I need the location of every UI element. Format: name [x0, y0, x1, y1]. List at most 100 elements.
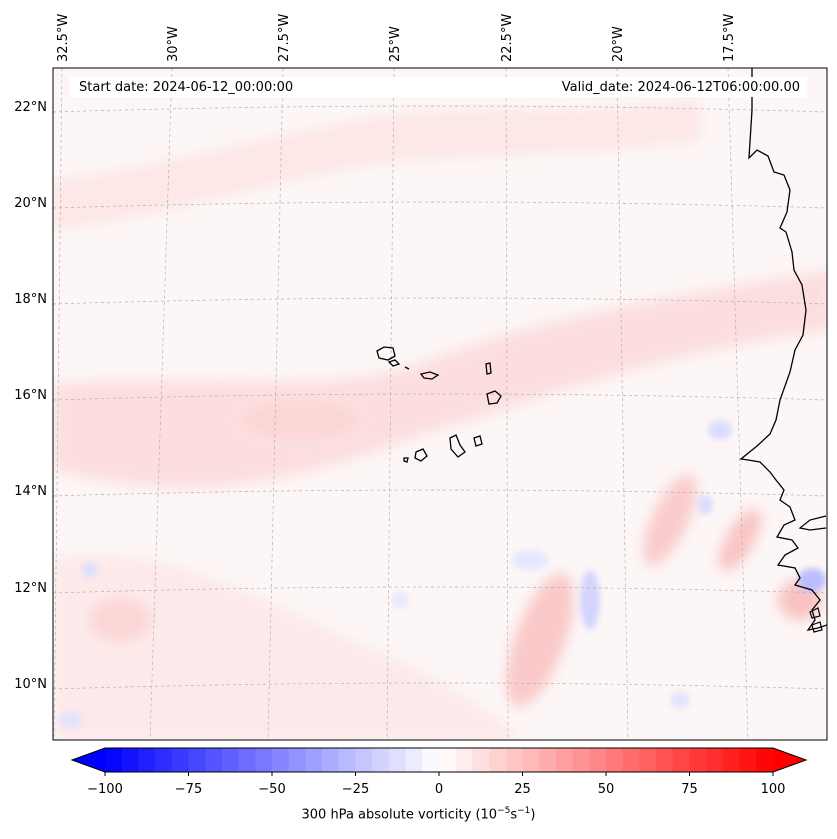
- parallel-line: [53, 201, 827, 209]
- meridian-line: [616, 68, 629, 740]
- colorbar-segment: [355, 748, 373, 772]
- vorticity-max-5: [240, 402, 360, 438]
- vorticity-min-7: [58, 712, 82, 728]
- vorticity-min-4: [798, 568, 826, 592]
- colorbar-tick-label: 0: [435, 782, 443, 797]
- lat-label-10n: 10°N: [14, 677, 47, 692]
- vorticity-max-2: [643, 474, 697, 566]
- vorticity-band-main: [53, 270, 827, 488]
- colorbar-segment: [656, 748, 674, 772]
- colorbar-segment: [322, 748, 340, 772]
- vorticity-min-9: [392, 592, 408, 608]
- vorticity-max-3: [718, 508, 762, 572]
- africa-coastline: [739, 68, 827, 631]
- lat-label-22n: 22°N: [14, 100, 47, 115]
- colorbar-segment: [639, 748, 657, 772]
- vorticity-min-3: [697, 495, 713, 515]
- map-frame: [52, 67, 828, 741]
- colorbar-segment: [388, 748, 407, 772]
- cape-verde-islands: [376, 346, 502, 463]
- caption-exponent-1: −5: [497, 806, 511, 816]
- meridian-line: [727, 68, 749, 740]
- meridian-line: [505, 68, 509, 740]
- colorbar-segment: [255, 748, 273, 772]
- lon-label-17-5w: 17.5°W: [722, 14, 737, 62]
- vorticity-min-6: [82, 562, 98, 578]
- lat-label-18n: 18°N: [14, 292, 47, 307]
- colorbar-segment: [305, 748, 323, 772]
- colorbar-segment: [138, 748, 156, 772]
- longitude-labels: 32.5°W 30°W 27.5°W 25°W 22.5°W 20°W 17.5…: [56, 14, 737, 62]
- colorbar-segment: [606, 748, 624, 772]
- start-date-label: Start date: 2024-06-12_00:00:00: [79, 80, 293, 95]
- island-sao-nicolau: [419, 371, 440, 380]
- map-area: Start date: 2024-06-12_00:00:00 Valid_da…: [53, 68, 827, 740]
- meridian-line: [149, 68, 173, 740]
- island-fogo: [414, 448, 428, 462]
- colorbar-segment: [739, 748, 757, 772]
- graticule: [53, 68, 827, 740]
- colorbar-segment: [539, 748, 557, 772]
- meridian-line: [386, 68, 395, 740]
- island-maio: [473, 435, 483, 447]
- caption-exponent-2: −1: [517, 806, 531, 816]
- colorbar-segment: [272, 748, 290, 772]
- parallel-line: [53, 489, 827, 497]
- island-santo-antao: [376, 346, 396, 361]
- colorbar-caption: 300 hPa absolute vorticity (10−5s−1): [0, 806, 837, 822]
- lat-label-12n: 12°N: [14, 581, 47, 596]
- colorbar-segment: [372, 748, 390, 772]
- lat-label-20n: 20°N: [14, 196, 47, 211]
- colorbar-segment: [121, 748, 139, 772]
- colorbar-segment: [622, 748, 640, 772]
- lon-label-22-5w: 22.5°W: [500, 14, 515, 62]
- vorticity-negative: [58, 420, 826, 728]
- colorbar-segment: [221, 748, 240, 772]
- vorticity-min-8: [670, 692, 690, 708]
- colorbar-segment: [555, 748, 574, 772]
- colorbar-segment: [205, 748, 223, 772]
- colorbar-tick-label: 50: [598, 782, 615, 797]
- lon-label-20w: 20°W: [611, 26, 626, 62]
- colorbar-segment: [105, 748, 123, 772]
- lat-label-16n: 16°N: [14, 388, 47, 403]
- colorbar-tick-label: −25: [342, 782, 369, 797]
- vorticity-field: [53, 100, 827, 740]
- island-santa-luzia: [404, 366, 410, 370]
- colorbar-segment: [689, 748, 707, 772]
- colorbar-segment: [238, 748, 256, 772]
- island-sal: [485, 362, 492, 375]
- parallel-line: [53, 682, 827, 690]
- colorbar-segment: [756, 748, 774, 772]
- lon-label-27-5w: 27.5°W: [277, 14, 292, 62]
- vorticity-min-5: [512, 550, 548, 570]
- vorticity-min-2: [708, 420, 732, 440]
- colorbar-segment: [455, 748, 473, 772]
- vorticity-max-6: [90, 598, 150, 642]
- colorbar-segment: [188, 748, 206, 772]
- caption-unit-s: s: [510, 807, 518, 823]
- colorbar-segment: [472, 748, 490, 772]
- parallel-line: [53, 586, 827, 594]
- header-band: [70, 77, 807, 97]
- colorbar-segment: [489, 748, 507, 772]
- colorbar-tick-label: −50: [258, 782, 285, 797]
- valid-date-label: Valid_date: 2024-06-12T06:00:00.00: [562, 80, 800, 95]
- colorbar-segment: [338, 748, 357, 772]
- colorbar-tick-label: 100: [761, 782, 786, 797]
- colorbar-ticks: −100 −75 −50 −25 0 25 50 75 100: [87, 772, 785, 797]
- colorbar-segment: [706, 748, 724, 772]
- colorbar-segment: [572, 748, 590, 772]
- colorbar: −100 −75 −50 −25 0 25 50 75 100: [70, 747, 808, 797]
- island-santiago: [449, 434, 466, 458]
- colorbar-segment: [672, 748, 691, 772]
- colorbar-segment: [439, 748, 457, 772]
- latitude-labels: 22°N 20°N 18°N 16°N 14°N 12°N 10°N: [14, 100, 47, 692]
- colorbar-high-extension: [773, 748, 806, 772]
- colorbar-segment: [505, 748, 524, 772]
- caption-prefix: 300 hPa absolute vorticity (10: [301, 807, 498, 823]
- lon-label-30w: 30°W: [166, 26, 181, 62]
- colorbar-segment: [288, 748, 306, 772]
- colorbar-segment: [722, 748, 741, 772]
